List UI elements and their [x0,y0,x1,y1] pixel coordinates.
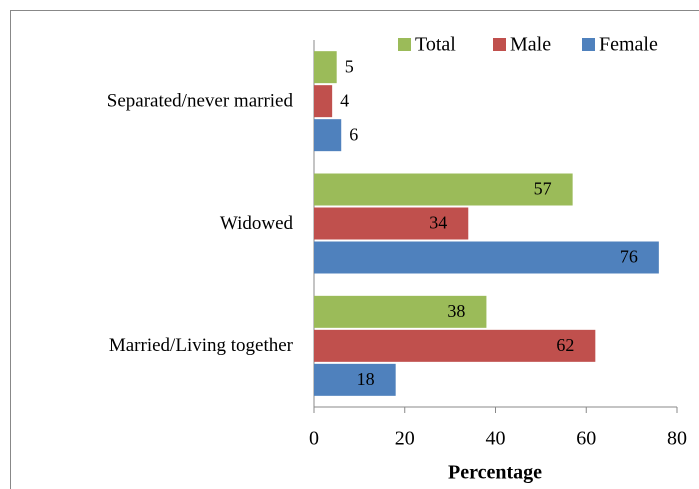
y-tick-label: Separated/never married [107,91,294,112]
chart-frame [10,10,699,489]
data-label: 76 [620,247,638,267]
bar [314,85,333,118]
x-tick-label: 20 [395,428,415,450]
data-label: 5 [345,56,354,76]
data-label: 34 [429,213,447,233]
x-tick-label: 40 [486,428,506,450]
data-label: 6 [349,124,358,144]
y-tick-label: Widowed [220,213,294,234]
bar [314,329,596,362]
x-tick-label: 0 [309,428,319,450]
legend-label: Total [415,34,456,56]
data-label: 38 [447,301,465,321]
x-axis-label: Percentage [448,462,542,484]
data-label: 62 [556,335,574,355]
bar [314,295,487,328]
x-tick-label: 80 [667,428,687,450]
legend-swatch [493,38,506,51]
legend-label: Male [510,34,551,56]
data-label: 57 [534,179,552,199]
y-tick-label: Married/Living together [109,335,294,356]
legend-swatch [398,38,411,51]
data-label: 4 [340,90,349,110]
x-tick-label: 60 [576,428,596,450]
bar [314,241,659,274]
bar [314,173,573,206]
legend-label: Female [599,34,658,56]
bar [314,363,396,396]
data-label: 18 [357,369,375,389]
bar [314,207,469,240]
bar [314,51,337,84]
legend-swatch [582,38,595,51]
bar [314,119,342,152]
